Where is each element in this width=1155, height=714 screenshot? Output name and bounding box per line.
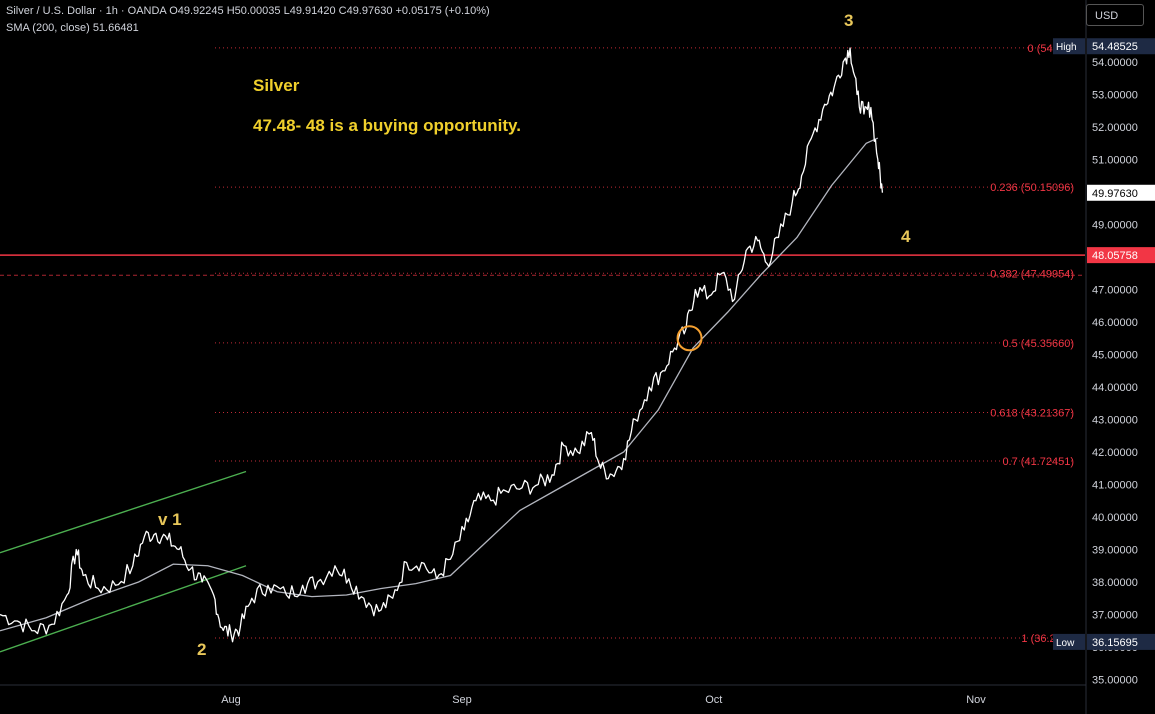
y-tick-label: 43.00000 [1092, 415, 1138, 427]
price-axis [1086, 0, 1155, 714]
sma-legend: SMA (200, close) 51.66481 [6, 22, 139, 34]
low-label: Low [1056, 638, 1075, 649]
low-label-bg [1053, 633, 1085, 650]
fib-level-label: 0.382 (47.49954) [990, 268, 1074, 280]
last-price-tag: 49.97630 [1092, 188, 1138, 200]
y-tick-label: 42.00000 [1092, 447, 1138, 459]
annotation-subtitle: 47.48- 48 is a buying opportunity. [253, 116, 521, 135]
channel-line [0, 565, 247, 653]
x-tick-label: Aug [221, 694, 241, 706]
x-tick-label: Oct [705, 694, 722, 706]
high-label-bg [1053, 38, 1085, 55]
wave-label-2: 2 [197, 640, 207, 659]
sma-line [0, 137, 879, 632]
annotation-title: Silver [253, 76, 300, 95]
wave-label-1: v 1 [158, 510, 182, 529]
y-tick-label: 47.00000 [1092, 285, 1138, 297]
y-tick-label: 45.00000 [1092, 350, 1138, 362]
high-label: High [1056, 42, 1077, 53]
high-price-tag-bg [1087, 38, 1155, 55]
fib-level-label: 0.236 (50.15096) [990, 182, 1074, 194]
low-price-tag-bg [1087, 633, 1155, 650]
y-tick-label: 44.00000 [1092, 382, 1138, 394]
fib-level-label: 0.5 (45.35660) [1002, 338, 1074, 350]
y-tick-label: 41.00000 [1092, 480, 1138, 492]
fib-level-label: 0.7 (41.72451) [1002, 456, 1074, 468]
y-tick-label: 51.00000 [1092, 155, 1138, 167]
y-tick-label: 49.00000 [1092, 220, 1138, 232]
symbol-header: Silver / U.S. Dollar · 1h · OANDA O49.92… [6, 5, 490, 17]
y-tick-label: 40.00000 [1092, 512, 1138, 524]
y-tick-label: 38.00000 [1092, 577, 1138, 589]
wave-label-3: 3 [844, 11, 854, 30]
fib-level-label: 0.618 (43.21367) [990, 408, 1074, 420]
marker-circle [676, 325, 703, 352]
high-price-tag: 54.48525 [1092, 41, 1138, 53]
y-tick-label: 35.00000 [1092, 675, 1138, 687]
x-tick-label: Nov [966, 694, 986, 706]
low-price-tag: 36.15695 [1092, 637, 1138, 649]
y-tick-label: 39.00000 [1092, 545, 1138, 557]
y-tick-label: 52.00000 [1092, 122, 1138, 134]
x-tick-label: Sep [452, 694, 472, 706]
y-tick-label: 53.00000 [1092, 90, 1138, 102]
y-tick-label: 46.00000 [1092, 317, 1138, 329]
line-price-tag: 48.05758 [1092, 250, 1138, 262]
wave-label-4: 4 [901, 227, 911, 246]
y-tick-label: 54.00000 [1092, 57, 1138, 69]
currency-button[interactable]: USD [1086, 4, 1144, 26]
channel-line [0, 470, 247, 554]
price-line [0, 47, 884, 643]
line-price-tag-bg [1087, 247, 1155, 264]
y-tick-label: 37.00000 [1092, 610, 1138, 622]
last-price-tag-bg [1087, 184, 1155, 201]
